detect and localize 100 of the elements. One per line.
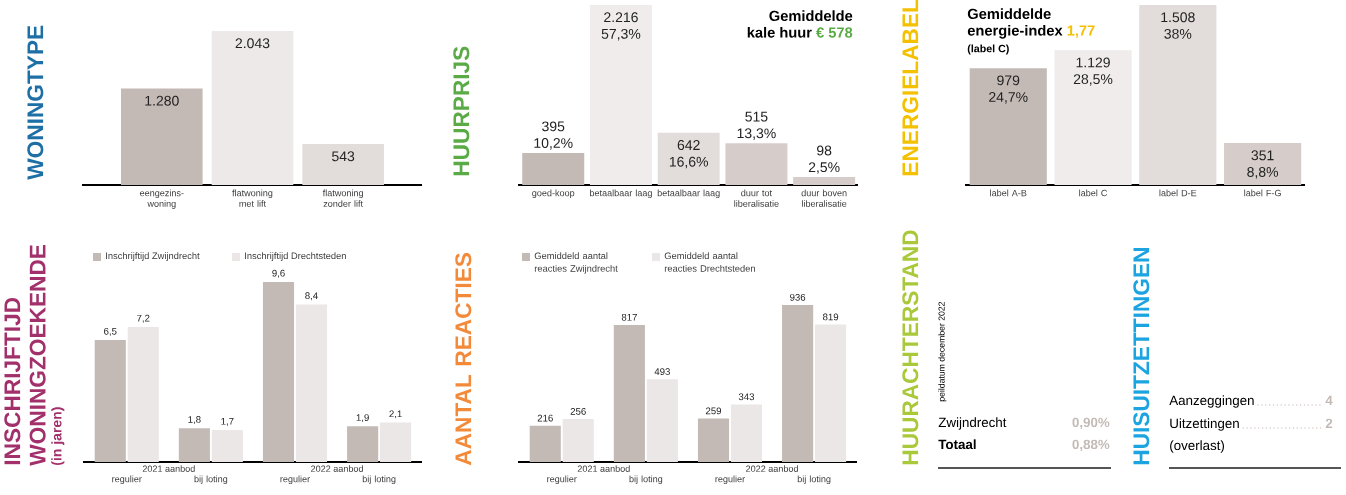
data-label: 7,2 xyxy=(137,314,150,323)
bar xyxy=(1139,4,1217,185)
bar xyxy=(1054,50,1132,185)
text: 2021 aanbod xyxy=(577,465,630,472)
text: 0,88% xyxy=(1072,439,1110,452)
text: 2022 aanbod xyxy=(746,465,798,472)
x-tick-label: bij loting xyxy=(629,475,663,485)
bar xyxy=(646,379,678,462)
text: INSCHRIJFTIJD WONINGZOEKENDE xyxy=(4,244,46,466)
text: 4 xyxy=(1325,395,1333,405)
text: Uitzettingen xyxy=(1170,418,1239,431)
data-label: 1,8 xyxy=(188,416,201,424)
data-label: 1,7 xyxy=(221,418,234,426)
data-label: 351 8,8% xyxy=(1247,150,1279,179)
data-label: 515 13,3% xyxy=(737,111,776,140)
x-tick-label: betaalbaar laag xyxy=(590,189,652,199)
data-label: 2,1 xyxy=(389,410,402,419)
x-tick-label: betaalbaar laag xyxy=(657,189,720,199)
bar xyxy=(730,404,763,462)
annotation: Gemiddelde xyxy=(769,10,853,22)
legend-label: Inschrijftijd Zwijndrecht xyxy=(106,252,200,261)
annotation: 1,77 xyxy=(1067,25,1095,38)
x-tick-label: bij loting xyxy=(797,475,831,485)
data-label: 1.280 xyxy=(145,95,179,106)
bar xyxy=(725,143,788,185)
data-label: 642 16,6% xyxy=(669,140,709,169)
data-label: 1.129 28,5% xyxy=(1073,57,1113,86)
text: HUURPRIJS xyxy=(453,46,470,176)
bar xyxy=(262,281,295,462)
bar xyxy=(697,418,730,462)
data-label: 98 2,5% xyxy=(808,145,840,174)
text: Aanzeggingen xyxy=(1169,395,1254,408)
data-label: 817 xyxy=(621,313,637,321)
bar xyxy=(178,428,210,462)
data-label: 2.216 57,3% xyxy=(601,12,641,41)
bar xyxy=(613,324,645,462)
bar xyxy=(969,68,1047,185)
data-label: 9,6 xyxy=(272,269,285,278)
text: 0,90% xyxy=(1072,417,1110,430)
data-label: 256 xyxy=(570,408,586,415)
legend-label: Inschrijftijd Drechtsteden xyxy=(245,252,346,261)
data-label: 259 xyxy=(705,407,722,415)
bar xyxy=(657,132,720,185)
x-tick-label: label F-G xyxy=(1244,189,1281,197)
text: 2021 aanbod xyxy=(142,465,195,472)
data-label: 936 xyxy=(790,293,806,301)
text: HUURACHTERSTAND xyxy=(902,230,919,465)
data-label: 343 xyxy=(738,393,755,401)
data-label: 979 24,7% xyxy=(989,75,1028,104)
x-tick-label: label C xyxy=(1079,189,1108,197)
x-tick-label: regulier xyxy=(280,475,310,485)
x-tick-label: label A-B xyxy=(990,189,1027,197)
bar xyxy=(782,305,814,462)
annotation: kale huur xyxy=(747,26,812,38)
data-label: 1,9 xyxy=(356,414,369,423)
bar xyxy=(793,177,856,185)
x-tick-label: eengezins-woning xyxy=(140,189,184,209)
x-tick-label: goed-koop xyxy=(532,189,575,199)
x-tick-label: duur boven liberalisatie xyxy=(801,189,847,207)
text: WONINGTYPE xyxy=(27,25,44,180)
x-tick-label: bij loting xyxy=(362,475,396,485)
text: peildatum december 2022 xyxy=(938,301,947,402)
text: 2 xyxy=(1325,418,1333,428)
data-label: 8,4 xyxy=(305,292,318,301)
text: (overlast) xyxy=(1170,440,1225,453)
annotation: (label C) xyxy=(967,44,1009,55)
text: ENERGIELABEL xyxy=(902,0,919,176)
text: AANTAL REACTIES xyxy=(455,252,472,466)
annotation: € 578 xyxy=(816,27,853,38)
x-tick-label: bij loting xyxy=(194,475,228,485)
text: Totaal xyxy=(938,439,976,450)
x-tick-label: duur tot liberalisatie xyxy=(734,189,779,207)
data-label: 493 xyxy=(654,368,670,376)
data-label: 6,5 xyxy=(104,327,117,336)
data-label: 395 10,2% xyxy=(534,121,573,150)
bar xyxy=(562,419,594,462)
x-tick-label: regulier xyxy=(112,475,142,485)
data-label: 1.508 38% xyxy=(1161,12,1195,39)
legend-label: Gemiddeld aantal reacties Drechtsteden xyxy=(664,252,755,272)
bar xyxy=(94,340,126,462)
x-tick-label: label D-E xyxy=(1159,189,1197,197)
bar xyxy=(815,324,847,462)
x-tick-label: regulier xyxy=(547,475,577,485)
text: 2022 aanbod xyxy=(311,465,363,472)
x-tick-label: regulier xyxy=(715,475,745,485)
bar xyxy=(589,4,652,185)
data-label: 2.043 xyxy=(235,38,270,49)
data-label: 216 xyxy=(537,414,553,422)
text: Zwijndrecht xyxy=(938,417,1007,430)
annotation: energie-index xyxy=(967,24,1063,39)
bar xyxy=(1224,143,1302,185)
bar xyxy=(347,426,379,462)
data-label: 543 xyxy=(332,151,355,162)
bar xyxy=(529,425,561,462)
data-label: 819 xyxy=(823,313,839,321)
bar xyxy=(380,422,412,462)
bar xyxy=(522,152,585,185)
x-tick-label: flatwoning zonder lift xyxy=(322,189,363,207)
annotation: Gemiddelde xyxy=(967,8,1051,20)
bar xyxy=(127,326,159,462)
